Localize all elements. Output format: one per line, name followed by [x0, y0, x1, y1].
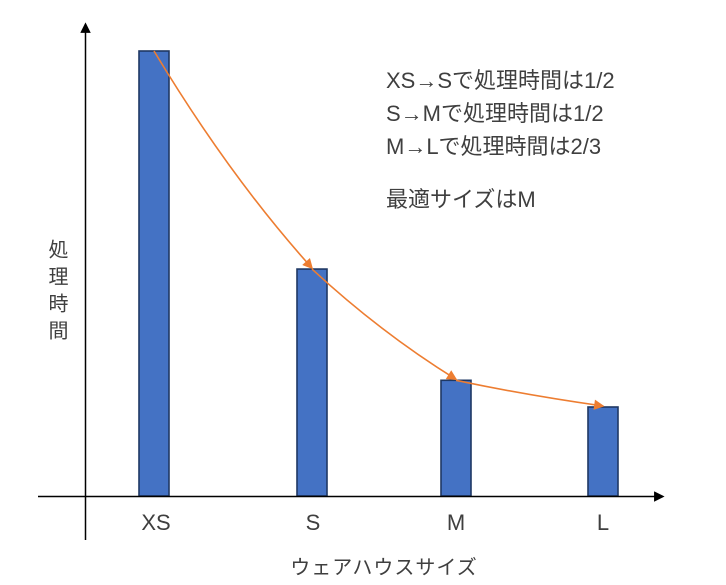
bar-m: [440, 379, 472, 497]
x-tick-label-l: L: [596, 510, 610, 535]
bar-s: [296, 268, 328, 497]
x-axis-title: ウェアハウスサイズ: [290, 557, 478, 579]
x-tick-label-xs: XS: [141, 510, 171, 535]
annotation-line-1: XS→Sで処理時間は1/2: [386, 68, 615, 93]
bar-xs: [138, 50, 170, 497]
arrow-xs-to-s: [153, 50, 314, 270]
y-axis-title: 処理時間: [45, 239, 67, 347]
arrow-m-to-l: [455, 379, 605, 410]
annotation-block: XS→Sで処理時間は1/2 S→Mで処理時間は1/2 M→Lで処理時間は2/3 …: [386, 64, 615, 216]
arrow-s-to-m: [311, 268, 458, 381]
annotation-conclusion: 最適サイズはM: [386, 187, 536, 212]
annotation-line-2: S→Mで処理時間は1/2: [386, 101, 604, 126]
x-tick-label-m: M: [446, 510, 466, 535]
annotation-line-3: M→Lで処理時間は2/3: [386, 134, 602, 159]
bar-l: [587, 406, 619, 497]
connector-arrows: [153, 50, 605, 410]
x-tick-label-s: S: [305, 510, 321, 535]
